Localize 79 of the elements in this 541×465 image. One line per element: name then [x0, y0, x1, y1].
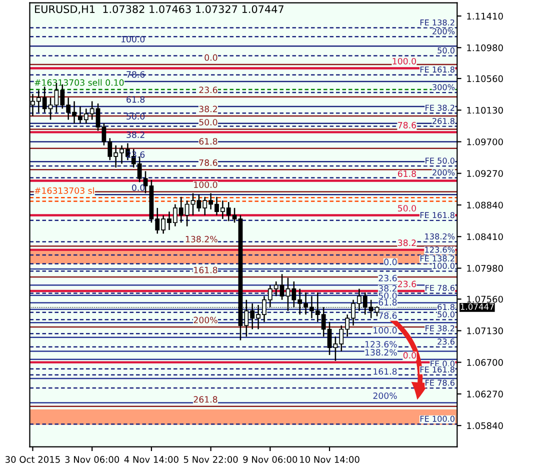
annotation: 0.0 [403, 352, 416, 359]
annotation: 138.2% [425, 233, 455, 240]
annotation: 100.0 [374, 327, 397, 334]
annotation: 0.0 [384, 258, 397, 266]
y-tick-label: 1.10130 [467, 106, 503, 114]
annotation: 50.0 [398, 205, 416, 212]
annotation: FE 0.0 [430, 360, 454, 367]
annotation: 200% [373, 392, 397, 399]
annotation: FE 138.2 [420, 19, 454, 26]
ref-line-label: 1.07447 [460, 304, 494, 310]
annotation: FE 138.2 [420, 255, 454, 262]
x-tick-label: 9 Nov 06:00 [243, 456, 298, 463]
annotation: 38.2 [378, 285, 396, 292]
x-tick-label: 10 Nov 14:00 [300, 456, 360, 463]
annotation: 61.8 [438, 304, 454, 310]
annotation: 200% [432, 169, 455, 176]
annotation: 78.6 [378, 312, 397, 319]
annotation: 200% [194, 316, 218, 324]
y-tick-label: 1.07980 [467, 264, 503, 272]
y-tick-label: 1.09700 [467, 138, 503, 146]
annotation: 161.8 [374, 368, 397, 375]
annotation: 50.0 [438, 47, 454, 54]
y-tick-label: 1.10560 [467, 75, 503, 82]
annotation: 61.8 [398, 170, 416, 177]
annotation: 38.2 [199, 106, 217, 112]
annotation: 138.2% [365, 349, 397, 356]
annotation: FE 100.0 [420, 416, 454, 422]
x-tick-label: 5 Nov 22:00 [184, 456, 238, 463]
annotation: 78.6 [199, 159, 218, 166]
annotation: 123.6% [425, 246, 455, 253]
x-tick-label: 3 Nov 06:00 [65, 456, 120, 463]
annotation: 300% [432, 84, 455, 90]
annotation: 123.6% [365, 341, 397, 348]
annotation: 61.8 [126, 96, 145, 103]
annotation: 78.6 [398, 122, 416, 128]
annotation: 161.8 [194, 266, 218, 274]
annotation: FE 161.8 [420, 212, 454, 218]
chart-title: EURUSD,H1 1.07382 1.07463 1.07327 1.07447 [35, 5, 284, 14]
annotation: 200% [432, 28, 455, 34]
annotation: 0.0 [204, 54, 218, 61]
annotation: 38.2 [126, 131, 144, 138]
y-tick-label: 1.06270 [467, 390, 503, 398]
annotation: 50.0 [199, 118, 218, 126]
y-tick-label: 1.08840 [467, 202, 503, 209]
annotation: #16313703 sl [34, 187, 94, 194]
annotation: 23.6 [199, 86, 218, 94]
x-tick-label: 4 Nov 14:00 [124, 456, 178, 463]
annotation: #16313703 sell 0.10 [34, 79, 124, 86]
annotation: FE 38.2 [426, 104, 454, 111]
annotation: 61.8 [199, 138, 218, 145]
annotation: 50.0 [438, 311, 454, 318]
y-tick-label: 1.07560 [467, 296, 503, 303]
annotation: 100.0 [194, 181, 218, 188]
annotation: 100.0 [392, 58, 416, 64]
y-tick-label: 1.05840 [467, 422, 503, 430]
annotation: 50.0 [378, 292, 397, 300]
annotation: FE 161.8 [420, 366, 454, 373]
y-tick-label: 1.11410 [467, 12, 503, 20]
y-tick-label: 1.06700 [467, 359, 503, 366]
annotation: 261.8 [194, 396, 218, 403]
annotation: 38.2 [398, 240, 416, 246]
annotation: 261.8 [432, 118, 454, 124]
y-tick-label: 1.09270 [467, 170, 503, 177]
annotation: FE 78.6 [426, 380, 454, 386]
annotation: FE 38.2 [426, 325, 454, 332]
annotation: 23.6 [398, 280, 416, 288]
annotation: FE 161.8 [420, 66, 454, 73]
y-tick-label: 1.07130 [467, 327, 503, 334]
annotation: 23.6 [378, 274, 397, 282]
annotation: FE 50.0 [426, 158, 454, 164]
annotation: 138.2% [186, 236, 218, 242]
annotation: 23.6 [438, 338, 454, 345]
annotation: 61.8 [378, 299, 397, 306]
annotation: 0.0 [132, 184, 145, 191]
annotation: 100.0 [432, 262, 454, 269]
y-tick-label: 1.10980 [467, 44, 503, 52]
x-tick-label: 30 Oct 2015 [6, 456, 60, 463]
y-tick-label: 1.08410 [467, 233, 503, 240]
annotation: FE 78.6 [426, 284, 454, 291]
